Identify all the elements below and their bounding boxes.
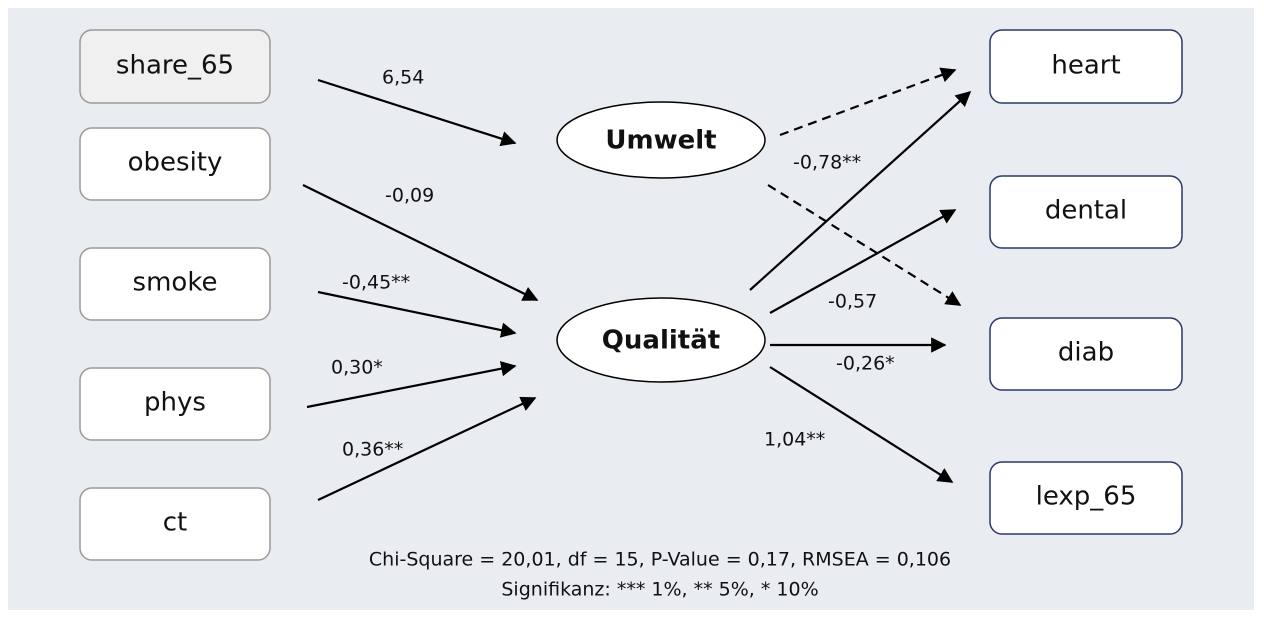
node-label: ct xyxy=(163,508,188,538)
path-arrow xyxy=(769,366,954,483)
path-arrow xyxy=(306,361,517,409)
path-arrow xyxy=(302,184,539,301)
path-label: -0,45** xyxy=(342,272,410,294)
fit-statistics: Chi-Square = 20,01, df = 15, P-Value = 0… xyxy=(369,549,951,571)
path-label: 0,36** xyxy=(342,439,403,461)
path-label: 6,54 xyxy=(382,67,424,89)
path-arrow xyxy=(317,290,517,338)
path-label: -0,57 xyxy=(828,291,877,313)
node-label: obesity xyxy=(128,148,223,178)
latent-label: Umwelt xyxy=(605,126,716,156)
node-box xyxy=(79,29,271,104)
node-box xyxy=(989,461,1183,535)
node-label: heart xyxy=(1051,51,1120,81)
dashed-arrow xyxy=(779,67,957,137)
latent-label: Qualität xyxy=(602,326,720,356)
node-label: share_65 xyxy=(116,51,234,81)
path-arrow xyxy=(317,78,517,147)
node-box xyxy=(79,367,271,441)
node-label: phys xyxy=(144,388,206,418)
node-label: smoke xyxy=(133,268,218,298)
node-box xyxy=(79,487,271,561)
path-label: -0,09 xyxy=(385,185,434,207)
path-label: -0,78** xyxy=(793,152,861,174)
node-label: diab xyxy=(1058,338,1114,368)
path-arrow xyxy=(317,396,537,501)
path-label: 0,30* xyxy=(331,357,383,379)
significance-note: Signifikanz: *** 1%, ** 5%, * 10% xyxy=(501,579,818,601)
node-label: dental xyxy=(1045,196,1127,226)
path-arrow xyxy=(769,209,957,314)
latent-ellipse xyxy=(556,101,766,179)
path-label: -0,26* xyxy=(836,353,895,375)
node-box xyxy=(79,247,271,321)
node-box xyxy=(989,317,1183,391)
node-box xyxy=(79,127,271,201)
node-box xyxy=(989,29,1183,104)
path-arrow xyxy=(749,90,972,291)
latent-ellipse xyxy=(556,297,766,383)
path-label: 1,04** xyxy=(764,429,825,451)
node-box xyxy=(989,175,1183,249)
node-label: lexp_65 xyxy=(1036,482,1137,512)
dashed-arrow xyxy=(767,184,962,306)
